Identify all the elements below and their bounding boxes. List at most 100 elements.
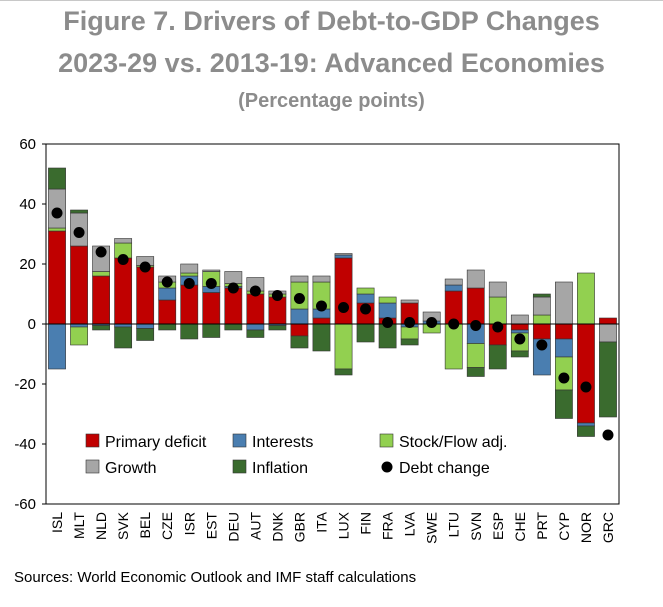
x-tick-label-est: EST xyxy=(203,512,219,540)
bar-stock-nor xyxy=(577,272,595,325)
bar-inflation-dnk xyxy=(268,325,287,331)
bar-stock-mlt xyxy=(70,326,88,346)
debt-change-point-dnk xyxy=(271,290,283,301)
bar-interests-lux xyxy=(334,254,353,259)
bar-primary-isr xyxy=(180,284,199,325)
legend-marker-stock xyxy=(379,433,394,448)
bar-primary-gbr xyxy=(290,323,309,337)
debt-change-point-lux xyxy=(338,302,350,313)
bar-inflation-cze xyxy=(158,323,177,331)
legend-marker-growth xyxy=(85,459,100,474)
bar-primary-est xyxy=(202,292,221,325)
x-tick-label-nld: NLD xyxy=(93,512,109,540)
x-tick-label-svk: SVK xyxy=(115,511,131,540)
x-tick-label-bel: BEL xyxy=(137,512,153,539)
bar-interests-fra xyxy=(378,302,397,319)
debt-change-point-ltu xyxy=(448,318,460,330)
bar-inflation-aut xyxy=(246,329,265,338)
bar-inflation-deu xyxy=(224,323,243,331)
y-tick-label: -20 xyxy=(14,376,36,393)
y-tick-label: -60 xyxy=(14,496,36,513)
bar-primary-mlt xyxy=(70,245,88,325)
bar-primary-ita xyxy=(312,317,331,325)
bar-primary-svn xyxy=(466,287,485,325)
bar-primary-lux xyxy=(334,257,353,325)
bar-stock-lux xyxy=(334,323,353,370)
legend-marker-debt xyxy=(381,461,393,473)
bar-primary-grc xyxy=(599,317,617,325)
bar-stock-lva xyxy=(400,326,419,340)
x-tick-label-cyp: CYP xyxy=(556,512,572,541)
bar-growth-ita xyxy=(312,275,331,283)
legend-marker-interests xyxy=(232,433,247,448)
bar-interests-aut xyxy=(246,323,265,331)
x-tick-label-lux: LUX xyxy=(336,511,352,539)
bar-inflation-isl xyxy=(48,167,66,190)
bar-stock-fra xyxy=(378,296,397,304)
debt-change-point-isr xyxy=(183,278,195,289)
bar-interests-fin xyxy=(356,293,375,304)
bar-primary-cyp xyxy=(555,323,573,340)
bar-inflation-che xyxy=(510,350,529,358)
legend-label-growth: Growth xyxy=(105,460,157,477)
debt-change-point-aut xyxy=(249,285,261,297)
x-tick-label-fin: FIN xyxy=(358,512,374,535)
bar-interests-ltu xyxy=(444,284,463,292)
y-tick-label: -40 xyxy=(14,436,36,453)
bar-inflation-isr xyxy=(180,323,199,340)
bar-inflation-lva xyxy=(400,338,419,346)
bar-growth-gbr xyxy=(290,275,309,283)
bar-inflation-bel xyxy=(136,328,155,341)
x-tick-label-dnk: DNK xyxy=(269,511,285,541)
debt-drivers-chart: -60 -40 -20 0 20 40 60 ISL MLT NLD SVK BEL CZE ISR EST… xyxy=(14,136,620,544)
y-tick-label: 20 xyxy=(19,256,36,273)
bar-interests-che xyxy=(510,329,529,334)
bar-growth-deu xyxy=(224,271,243,284)
legend-label-inflation: Inflation xyxy=(252,460,308,477)
bar-interests-cze xyxy=(158,287,177,301)
bar-inflation-ita xyxy=(312,323,331,352)
debt-change-point-isl xyxy=(51,207,63,219)
y-tick-label: 40 xyxy=(19,196,36,213)
debt-change-point-fra xyxy=(382,317,394,328)
debt-change-point-esp xyxy=(492,321,504,333)
bar-interests-isl xyxy=(48,323,66,370)
bar-primary-dnk xyxy=(268,296,287,325)
chart-title-line1: Figure 7. Drivers of Debt-to-GDP Changes xyxy=(63,6,600,36)
legend-marker-inflation xyxy=(232,459,247,474)
x-tick-label-fra: FRA xyxy=(380,511,396,540)
bar-stock-ltu xyxy=(444,323,463,370)
debt-change-point-nld xyxy=(95,246,107,258)
debt-change-point-svn xyxy=(470,320,482,331)
x-tick-label-lva: LVA xyxy=(402,511,418,536)
bar-growth-prt xyxy=(532,296,551,316)
x-tick-label-ltu: LTU xyxy=(446,512,462,537)
debt-change-point-svk xyxy=(117,254,129,265)
debt-change-point-grc xyxy=(602,429,614,441)
bar-growth-isr xyxy=(180,263,199,274)
bar-inflation-gbr xyxy=(290,335,309,349)
legend-label-stock: Stock/Flow adj. xyxy=(399,434,507,451)
y-tick-label: 60 xyxy=(19,136,36,153)
legend-label-primary: Primary deficit xyxy=(105,434,207,451)
top-rule xyxy=(0,0,663,1)
x-tick-label-isr: ISR xyxy=(181,512,197,535)
x-tick-label-grc: GRC xyxy=(600,512,616,543)
bar-primary-cze xyxy=(158,299,177,325)
debt-change-point-che xyxy=(514,333,526,345)
x-tick-label-gbr: GBR xyxy=(291,512,307,542)
bar-growth-est xyxy=(202,269,221,272)
x-tick-label-prt: PRT xyxy=(534,512,550,540)
bar-inflation-esp xyxy=(488,344,507,370)
bar-inflation-nld xyxy=(92,325,110,331)
bar-primary-bel xyxy=(136,266,155,325)
x-tick-label-deu: DEU xyxy=(225,512,241,542)
debt-change-point-est xyxy=(205,278,217,289)
bar-inflation-est xyxy=(202,323,221,338)
bar-growth-cyp xyxy=(555,281,573,325)
debt-change-point-gbr xyxy=(293,293,305,304)
x-tick-label-ita: ITA xyxy=(313,511,329,532)
bar-growth-svk xyxy=(114,238,133,244)
bar-growth-svn xyxy=(466,269,485,289)
bar-inflation-lux xyxy=(334,368,353,376)
